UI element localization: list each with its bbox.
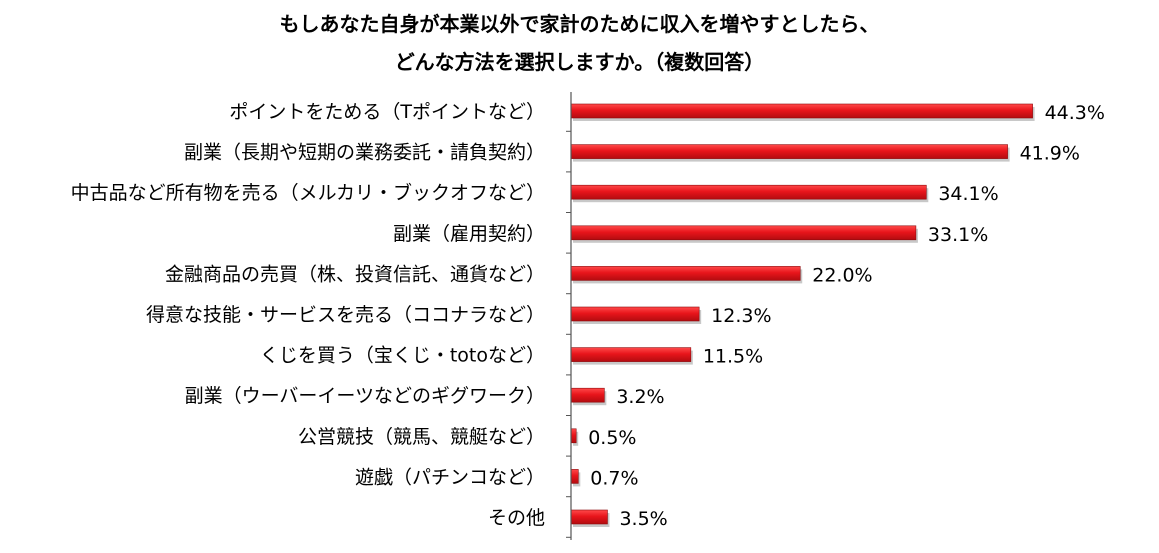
data-label: 11.5% [703,346,763,368]
data-label: 44.3% [1045,102,1105,124]
category-label: その他 [488,507,545,529]
data-label: 0.5% [588,427,636,449]
category-label: 副業（雇用契約） [393,223,545,245]
bar [570,387,605,403]
bar [570,225,917,241]
data-label: 3.2% [616,386,664,408]
category-label: 副業（長期や短期の業務委託・請負契約） [184,142,545,164]
data-label: 3.5% [619,508,667,530]
bar [570,266,801,281]
category-label: 金融商品の売買（株、投資信託、通貨など） [165,263,545,285]
bar [570,347,692,362]
bar [570,306,700,322]
bar [570,469,579,484]
bar [570,103,1033,119]
chart-title-line-2: どんな方法を選択しますか。（複数回答） [394,50,765,74]
category-label: 遊戯（パチンコなど） [355,466,545,488]
category-label: 中古品など所有物を売る（メルカリ・ブックオフなど） [71,181,545,204]
category-label: 副業（ウーバーイーツなどのギグワーク） [185,385,545,407]
category-label: 得意な技能・サービスを売る（ココナラなど） [146,304,545,326]
data-label: 33.1% [928,224,988,246]
bar [570,509,608,525]
chart-title-line-1: もしあなた自身が本業以外で家計のために収入を増やすとしたら、 [279,12,880,36]
category-label: くじを買う（宝くじ・totoなど） [260,345,545,367]
data-label: 12.3% [711,305,771,327]
data-label: 22.0% [812,264,872,286]
data-label: 34.1% [938,183,998,205]
bar [570,428,577,444]
data-label: 41.9% [1020,143,1080,165]
category-label: ポイントをためる（Tポイントなど） [229,101,545,123]
bar [570,144,1008,159]
data-label: 0.7% [590,467,638,489]
bar [570,184,927,200]
category-label: 公営競技（競馬、競艇など） [298,426,545,448]
